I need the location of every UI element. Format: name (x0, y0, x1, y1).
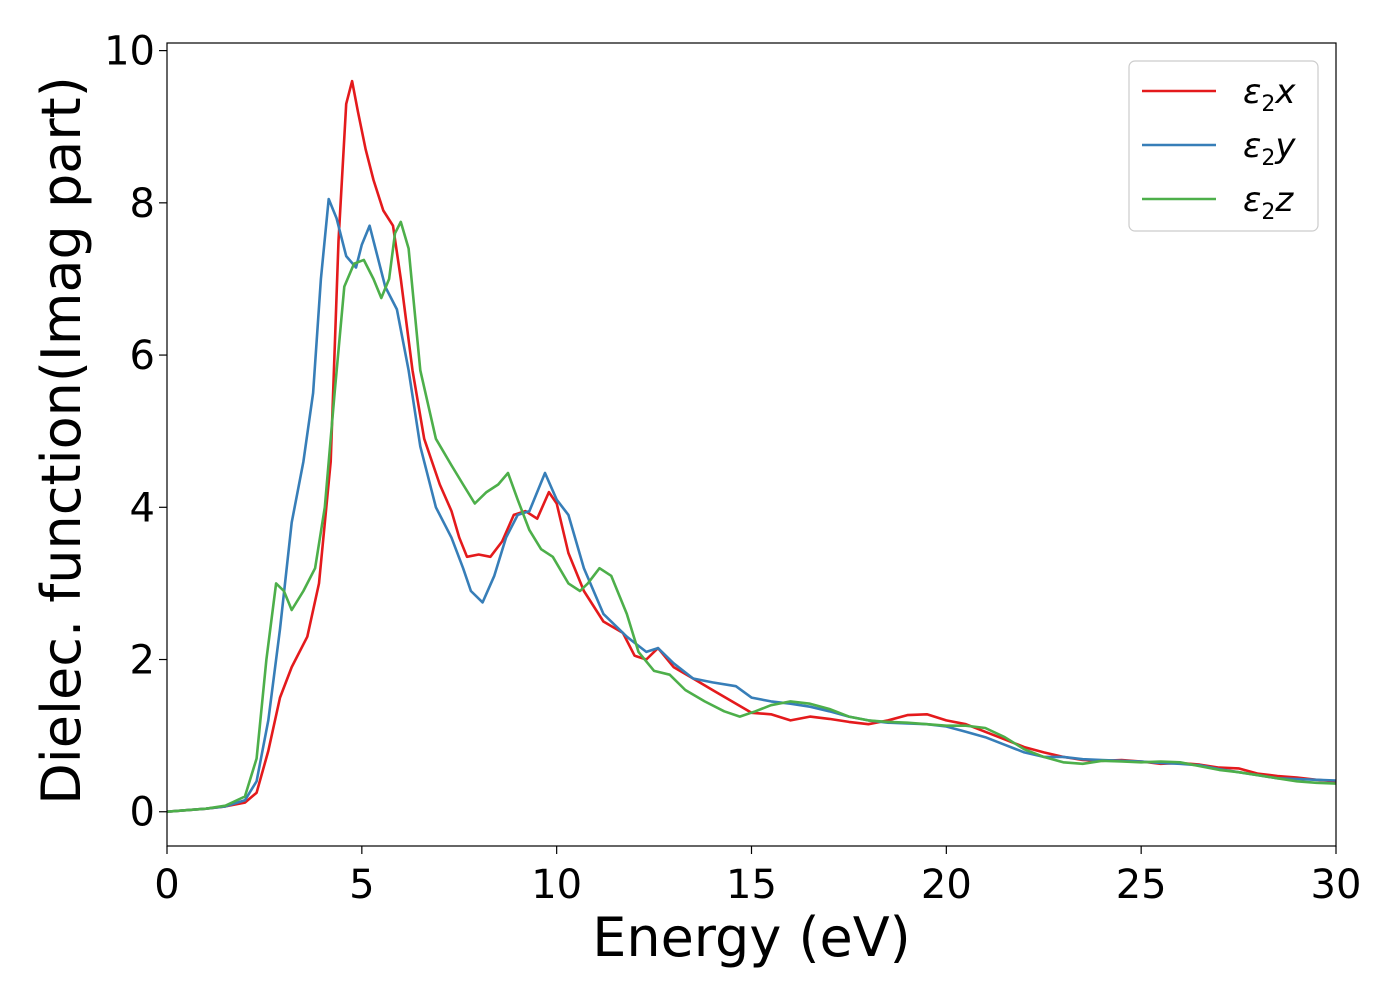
plot-area (166, 42, 1337, 847)
y-tick-label: 0 (130, 790, 155, 836)
x-tick-label: 20 (921, 862, 972, 908)
y-axis: 0 2 4 6 8 10 (104, 29, 167, 836)
x-tick-label: 30 (1311, 862, 1362, 908)
x-tick-label: 10 (531, 862, 582, 908)
y-tick-label: 10 (104, 29, 155, 75)
legend: ε2x ε2y ε2z (1128, 60, 1319, 232)
x-tick-label: 25 (1116, 862, 1167, 908)
y-axis-title: Dielec. function(Imag part) (30, 76, 93, 805)
series-line-2 (167, 220, 1336, 813)
x-axis-title: Energy (eV) (592, 906, 911, 969)
x-tick-label: 15 (726, 862, 777, 908)
y-tick-label: 4 (130, 485, 155, 531)
y-tick-label: 2 (130, 638, 155, 684)
legend-label: ε2y (1243, 126, 1296, 171)
x-tick-label: 5 (349, 862, 374, 908)
y-tick-label: 8 (130, 181, 155, 227)
x-axis: 0 5 10 15 20 25 30 (154, 846, 1361, 908)
x-tick-label: 0 (154, 862, 179, 908)
legend-label: ε2z (1243, 180, 1294, 225)
series-layer (167, 79, 1336, 813)
y-tick-label: 6 (130, 333, 155, 379)
legend-label: ε2x (1243, 72, 1296, 117)
legend-box (1128, 60, 1319, 232)
